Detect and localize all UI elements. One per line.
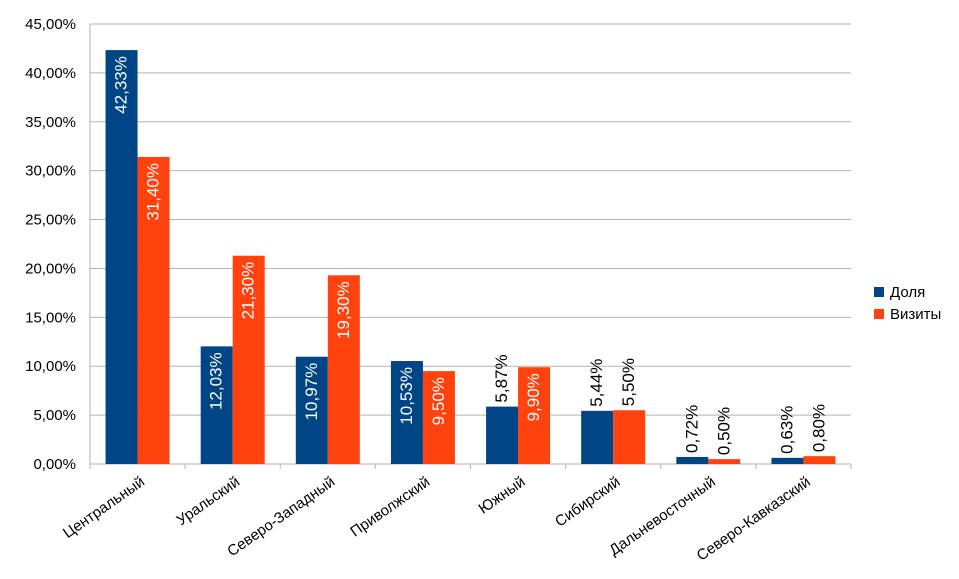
bar-dolya bbox=[200, 346, 233, 464]
data-label: 9,90% bbox=[524, 373, 543, 421]
bar-vizity bbox=[422, 371, 455, 464]
legend: Доля Визиты bbox=[874, 281, 941, 325]
bar-vizity bbox=[232, 255, 265, 464]
x-tick-label: Уральский bbox=[173, 473, 242, 529]
y-tick-label: 35,00% bbox=[25, 114, 76, 131]
y-tick-label: 0,00% bbox=[33, 456, 76, 473]
data-label: 0,50% bbox=[714, 407, 733, 455]
y-axis-ticks: 0,00% 5,00% 10,00% 15,00% 20,00% 25,00% 30,00%… bbox=[25, 16, 76, 473]
data-label: 5,87% bbox=[492, 354, 511, 402]
y-tick-label: 5,00% bbox=[33, 407, 76, 424]
y-tick-label: 15,00% bbox=[25, 309, 76, 326]
bar-vizity bbox=[327, 275, 360, 464]
y-tick-label: 20,00% bbox=[25, 260, 76, 277]
data-label: 21,30% bbox=[239, 262, 258, 320]
y-tick-label: 25,00% bbox=[25, 212, 76, 229]
data-label: 5,50% bbox=[619, 358, 638, 406]
legend-label-vizity: Визиты bbox=[890, 305, 942, 323]
data-labels: 42,33% 31,40% 12,03% 21,30% 10,97% 19,30% 10,5… bbox=[112, 56, 829, 455]
y-tick-label: 30,00% bbox=[25, 163, 76, 180]
bar-vizity bbox=[803, 456, 836, 464]
data-label: 10,97% bbox=[302, 363, 321, 421]
bar-dolya bbox=[486, 406, 519, 464]
data-label: 9,50% bbox=[429, 377, 448, 425]
bar-vizity bbox=[708, 459, 741, 464]
bar-vizity bbox=[613, 410, 646, 464]
data-label: 0,80% bbox=[809, 404, 828, 452]
legend-item-vizity: Визиты bbox=[874, 303, 941, 325]
bar-vizity bbox=[137, 156, 170, 464]
bar-vizity bbox=[518, 367, 551, 464]
bar-dolya bbox=[295, 356, 328, 464]
x-tick-label: Сибирский bbox=[552, 473, 623, 530]
bar-dolya bbox=[771, 457, 804, 464]
y-tick-label: 40,00% bbox=[25, 65, 76, 82]
x-tick-label: Южный bbox=[475, 473, 528, 517]
y-tick-label: 10,00% bbox=[25, 358, 76, 375]
bar-dolya bbox=[105, 50, 138, 465]
data-label: 0,72% bbox=[682, 405, 701, 453]
bars bbox=[105, 50, 836, 465]
legend-label-dolya: Доля bbox=[890, 283, 926, 301]
data-label: 19,30% bbox=[334, 281, 353, 339]
bar-dolya bbox=[581, 410, 614, 464]
data-label: 12,03% bbox=[207, 352, 226, 410]
legend-swatch-vizity bbox=[874, 309, 884, 319]
x-tick-label: Приволжский bbox=[347, 473, 433, 540]
bar-dolya bbox=[390, 361, 423, 464]
data-label: 31,40% bbox=[144, 163, 163, 221]
legend-item-dolya: Доля bbox=[874, 281, 941, 303]
x-tick-label: Центральный bbox=[60, 473, 148, 542]
data-label: 42,33% bbox=[112, 56, 131, 114]
y-tick-label: 45,00% bbox=[25, 16, 76, 33]
bar-dolya bbox=[676, 456, 709, 464]
data-label: 10,53% bbox=[397, 367, 416, 425]
data-label: 5,44% bbox=[587, 359, 606, 407]
data-label: 0,63% bbox=[777, 406, 796, 454]
legend-swatch-dolya bbox=[874, 287, 884, 297]
